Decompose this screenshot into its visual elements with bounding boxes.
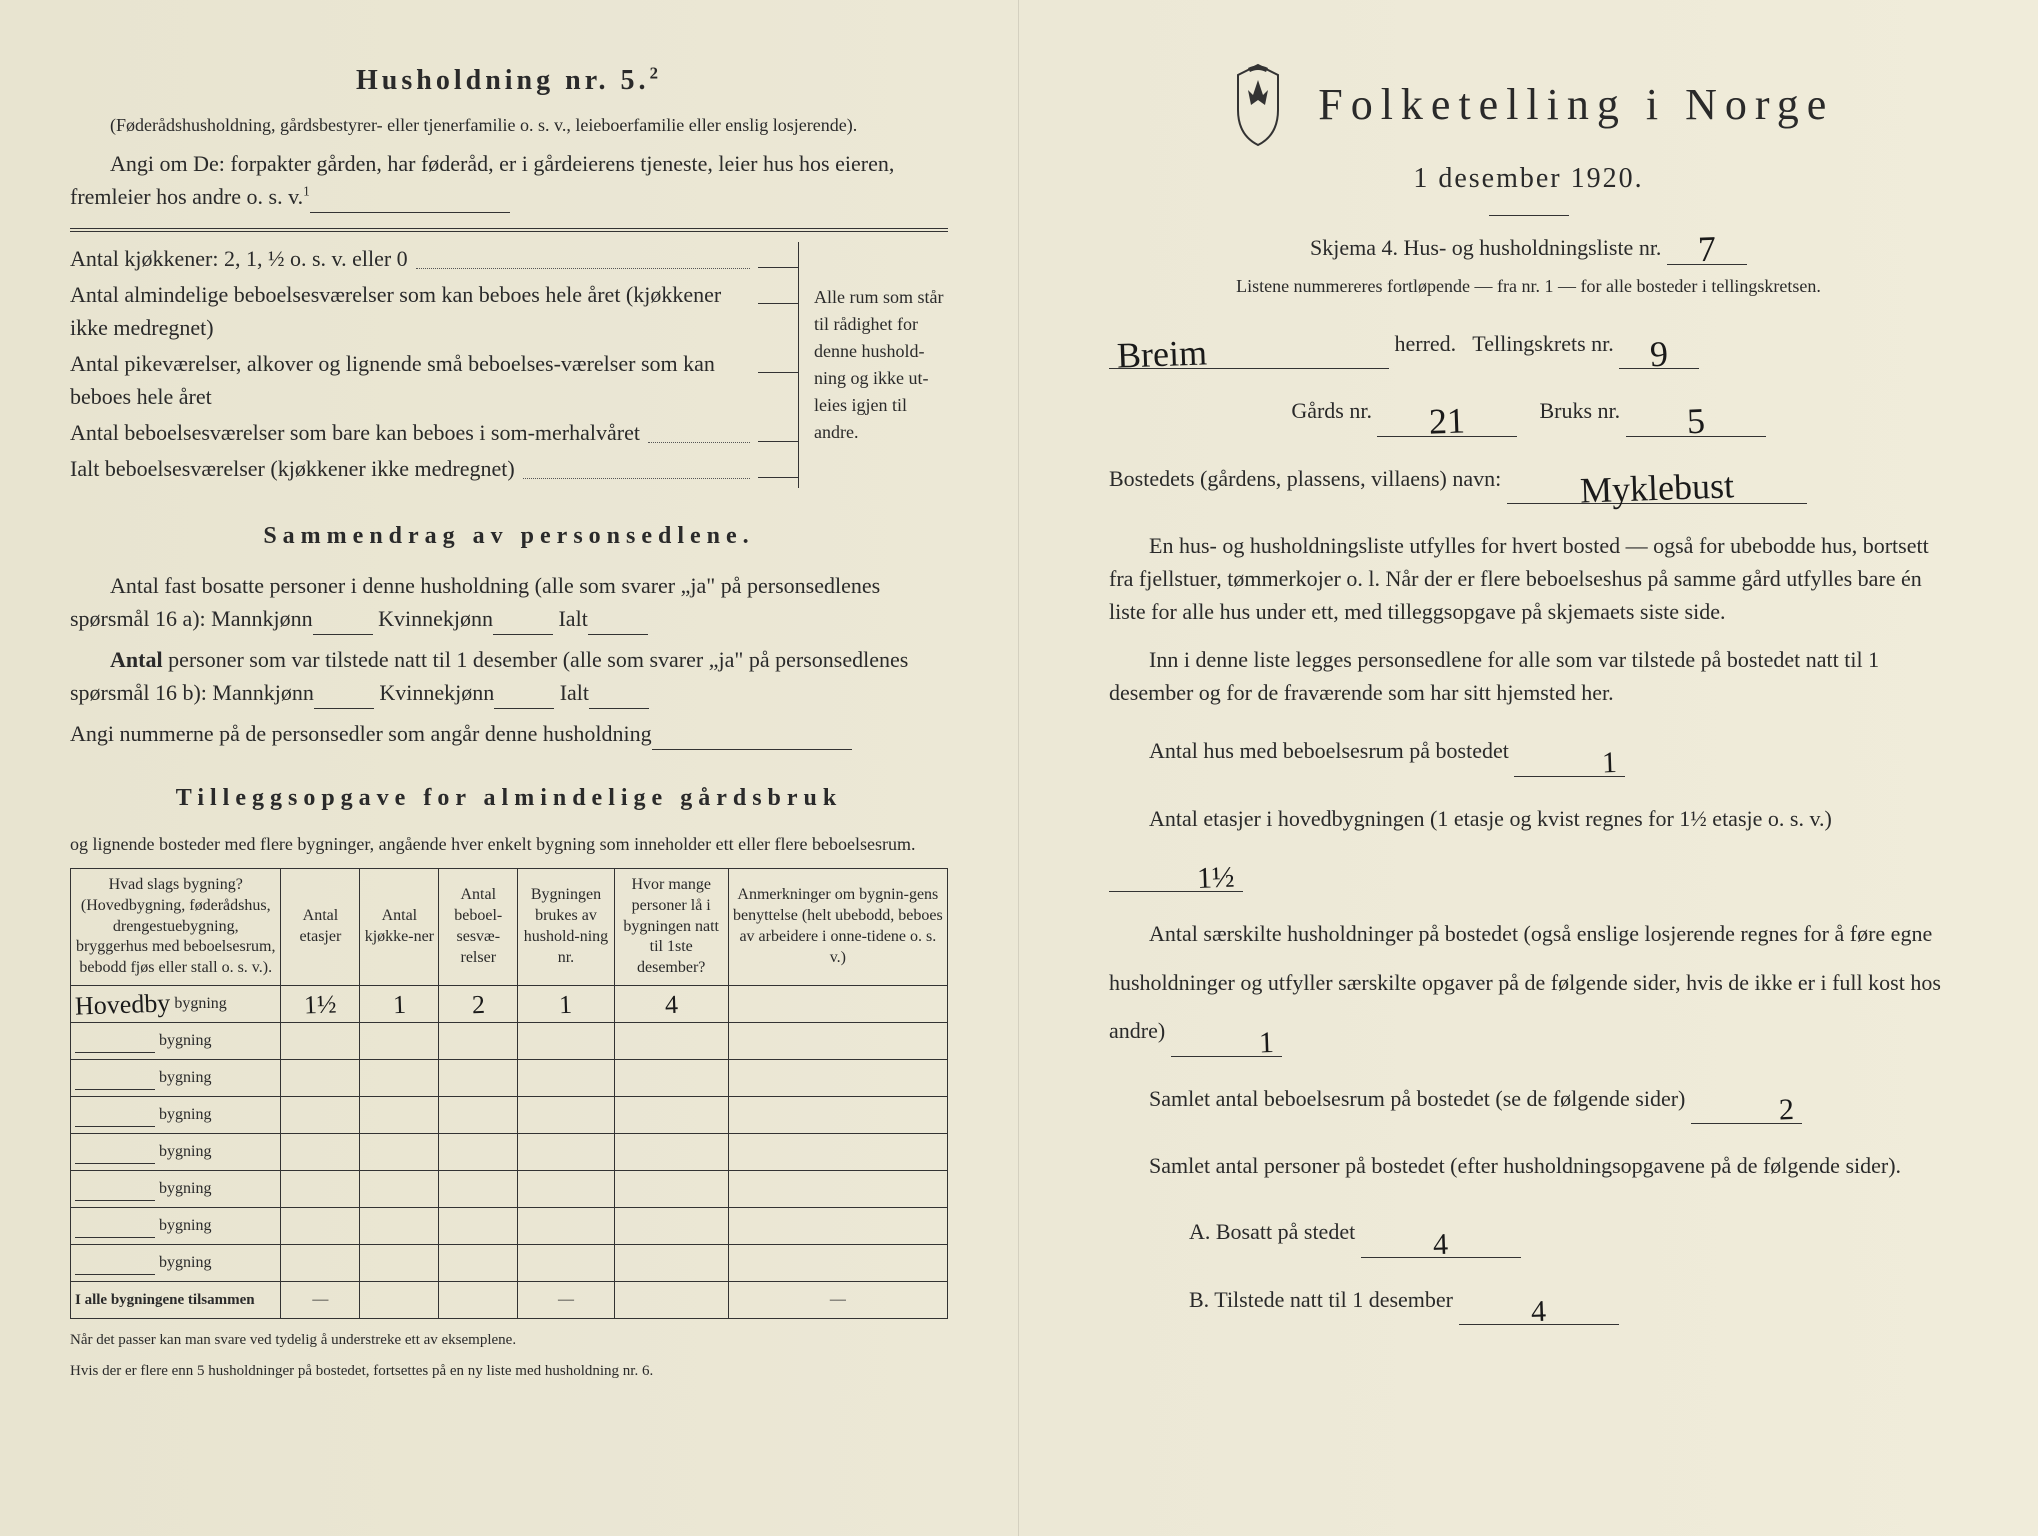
th-4: Bygningen brukes av hushold-ning nr. [518, 869, 614, 986]
table-row: bygning [71, 1022, 948, 1059]
th-0: Hvad slags bygning? (Hovedbygning, føder… [71, 869, 281, 986]
census-document: Husholdning nr. 5.2 (Føderådshusholdning… [0, 0, 2038, 1536]
q4: Samlet antal beboelsesrum på bostedet (s… [1109, 1075, 1948, 1124]
q5: Samlet antal personer på bostedet (efter… [1109, 1142, 1948, 1190]
right-header: Folketelling i Norge 1 desember 1920. Sk… [1109, 60, 1948, 300]
left-page: Husholdning nr. 5.2 (Føderådshusholdning… [0, 0, 1019, 1536]
footnote2: Hvis der er flere enn 5 husholdninger på… [70, 1362, 948, 1382]
table-row: bygning [71, 1244, 948, 1281]
kitchen-row-0: Antal kjøkkener: 2, 1, ½ o. s. v. eller … [70, 242, 408, 275]
th-5: Hvor mange personer lå i bygningen natt … [614, 869, 728, 986]
crest-icon [1223, 60, 1293, 150]
para2: Inn i denne liste legges personsedlene f… [1109, 643, 1948, 709]
summary-line1: Antal fast bosatte personer i denne hush… [70, 569, 948, 635]
th-2: Antal kjøkke-ner [360, 869, 439, 986]
gards-line: Gårds nr. 21 Bruks nr. 5 [1109, 387, 1948, 436]
table-row: bygning [71, 1096, 948, 1133]
kitchen-row-1: Antal almindelige beboelsesværelser som … [70, 278, 742, 344]
bosted-line: Bostedets (gårdens, plassens, villaens) … [1109, 455, 1948, 504]
th-1: Antal etasjer [281, 869, 360, 986]
table-row: bygning [71, 1133, 948, 1170]
kitchen-row-2: Antal pikeværelser, alkover og lignende … [70, 347, 742, 413]
kitchen-block: Antal kjøkkener: 2, 1, ½ o. s. v. eller … [70, 242, 948, 488]
kitchen-row-4: Ialt beboelsesværelser (kjøkkener ikke m… [70, 452, 515, 485]
intro-paren: (Føderådshusholdning, gårdsbestyrer- ell… [70, 112, 948, 139]
skjema-line: Skjema 4. Hus- og husholdningsliste nr. … [1109, 231, 1948, 265]
q1: Antal hus med beboelsesrum på bostedet 1 [1109, 727, 1948, 776]
total-row-label: I alle bygningene tilsammen [71, 1281, 281, 1318]
kitchen-sidebar: Alle rum som står til rådighet for denne… [798, 242, 948, 488]
right-page: Folketelling i Norge 1 desember 1920. Sk… [1019, 0, 2038, 1536]
q3: Antal særskilte husholdninger på bostede… [1109, 910, 1948, 1056]
th-3: Antal beboel-sesvæ-relser [439, 869, 518, 986]
kitchen-row-3: Antal beboelsesværelser som bare kan beb… [70, 416, 640, 449]
footnote1: Når det passer kan man svare ved tydelig… [70, 1331, 948, 1351]
table-row: bygning [71, 1170, 948, 1207]
summary-line3: Angi nummerne på de personsedler som ang… [70, 717, 948, 750]
main-title: Folketelling i Norge [1318, 72, 1834, 138]
tillegg-title: Tilleggsopgave for almindelige gårdsbruk [70, 780, 948, 816]
table-row: bygning [71, 1059, 948, 1096]
qB: B. Tilstede natt til 1 desember 4 [1109, 1276, 1948, 1325]
table-row: bygning [71, 1207, 948, 1244]
tillegg-sub: og lignende bosteder med flere bygninger… [70, 831, 948, 858]
left-title: Husholdning nr. 5.2 [70, 60, 948, 102]
subtitle: 1 desember 1920. [1109, 158, 1948, 200]
intro-angi: Angi om De: forpakter gården, har føderå… [70, 147, 948, 213]
summary-title: Sammendrag av personsedlene. [70, 518, 948, 554]
th-6: Anmerkninger om bygnin-gens benyttelse (… [728, 869, 947, 986]
listene: Listene nummereres fortløpende — fra nr.… [1109, 273, 1948, 300]
para1: En hus- og husholdningsliste utfylles fo… [1109, 529, 1948, 628]
building-table: Hvad slags bygning? (Hovedbygning, føder… [70, 868, 948, 1319]
table-row: Hovedby bygning 1½ 1 2 1 4 [71, 985, 948, 1022]
summary-line2: Antal personer som var tilstede natt til… [70, 643, 948, 709]
q2: Antal etasjer i hovedbygningen (1 etasje… [1109, 795, 1948, 893]
herred-line: Breim herred. Tellingskrets nr. 9 [1109, 320, 1948, 369]
qA: A. Bosatt på stedet 4 [1109, 1208, 1948, 1257]
